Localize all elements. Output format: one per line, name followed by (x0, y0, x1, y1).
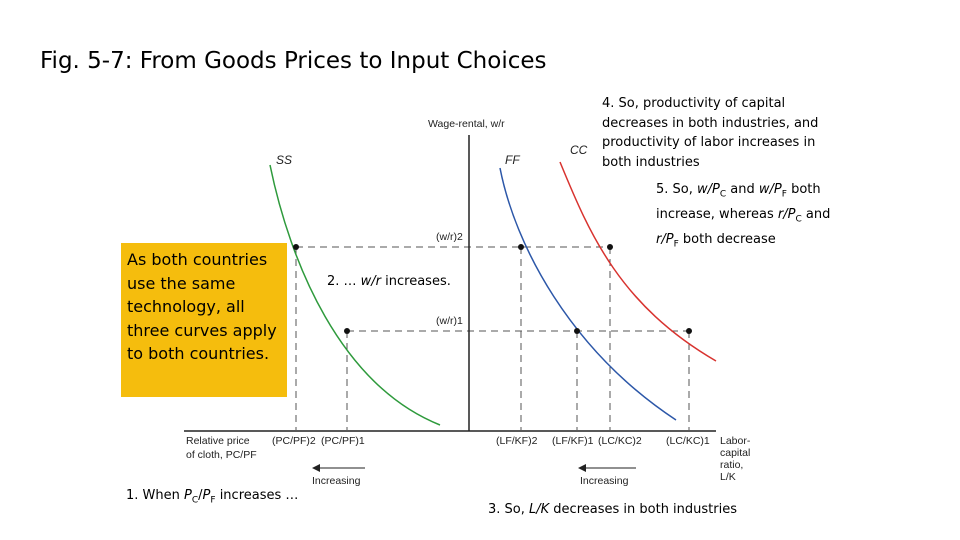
arrow-left-head (312, 464, 320, 472)
arrow-left-label: Increasing (312, 475, 361, 487)
level-1-label: (w/r)1 (436, 315, 463, 327)
point-ff-1 (574, 328, 580, 334)
point-cc-1 (686, 328, 692, 334)
cc-label: CC (570, 143, 588, 157)
tick-lf1: (LF/KF)1 (552, 435, 594, 447)
note-4: 4. So, productivity of capital decreases… (602, 96, 819, 170)
note-3: 3. So, L/K decreases in both industries (488, 502, 737, 517)
note-1: 1. When PC/PF increases … (126, 488, 299, 506)
x-right-label-4: L/K (720, 471, 736, 483)
cc-curve (559, 161, 717, 362)
point-ff-2 (518, 244, 524, 250)
ff-curve (499, 167, 677, 421)
ff-label: FF (505, 153, 520, 167)
x-right-label-1: Labor- (720, 435, 751, 447)
point-cc-2 (607, 244, 613, 250)
tick-lc2: (LC/KC)2 (598, 435, 642, 447)
x-left-label-1: Relative price (186, 435, 250, 447)
note-2: 2. … w/r increases. (327, 274, 451, 289)
point-ss-1 (344, 328, 350, 334)
point-ss-2 (293, 244, 299, 250)
level-2-label: (w/r)2 (436, 231, 463, 243)
y-axis-label: Wage-rental, w/r (428, 118, 505, 130)
note-5: 5. So, w/PC and w/PF both increase, wher… (656, 182, 831, 250)
x-right-label-3: ratio, (720, 459, 743, 471)
x-left-label-2: of cloth, PC/PF (186, 449, 257, 461)
ss-curve (269, 164, 441, 426)
arrow-right-head (578, 464, 586, 472)
arrow-right-label: Increasing (580, 475, 629, 487)
callout-box: As both countries use the same technolog… (121, 243, 287, 397)
figure-title: Fig. 5-7: From Goods Prices to Input Cho… (40, 48, 547, 74)
tick-p2: (PC/PF)2 (272, 435, 316, 447)
ss-label: SS (276, 153, 292, 167)
tick-p1: (PC/PF)1 (321, 435, 365, 447)
tick-lf2: (LF/KF)2 (496, 435, 538, 447)
x-right-label-2: capital (720, 447, 750, 459)
tick-lc1: (LC/KC)1 (666, 435, 710, 447)
